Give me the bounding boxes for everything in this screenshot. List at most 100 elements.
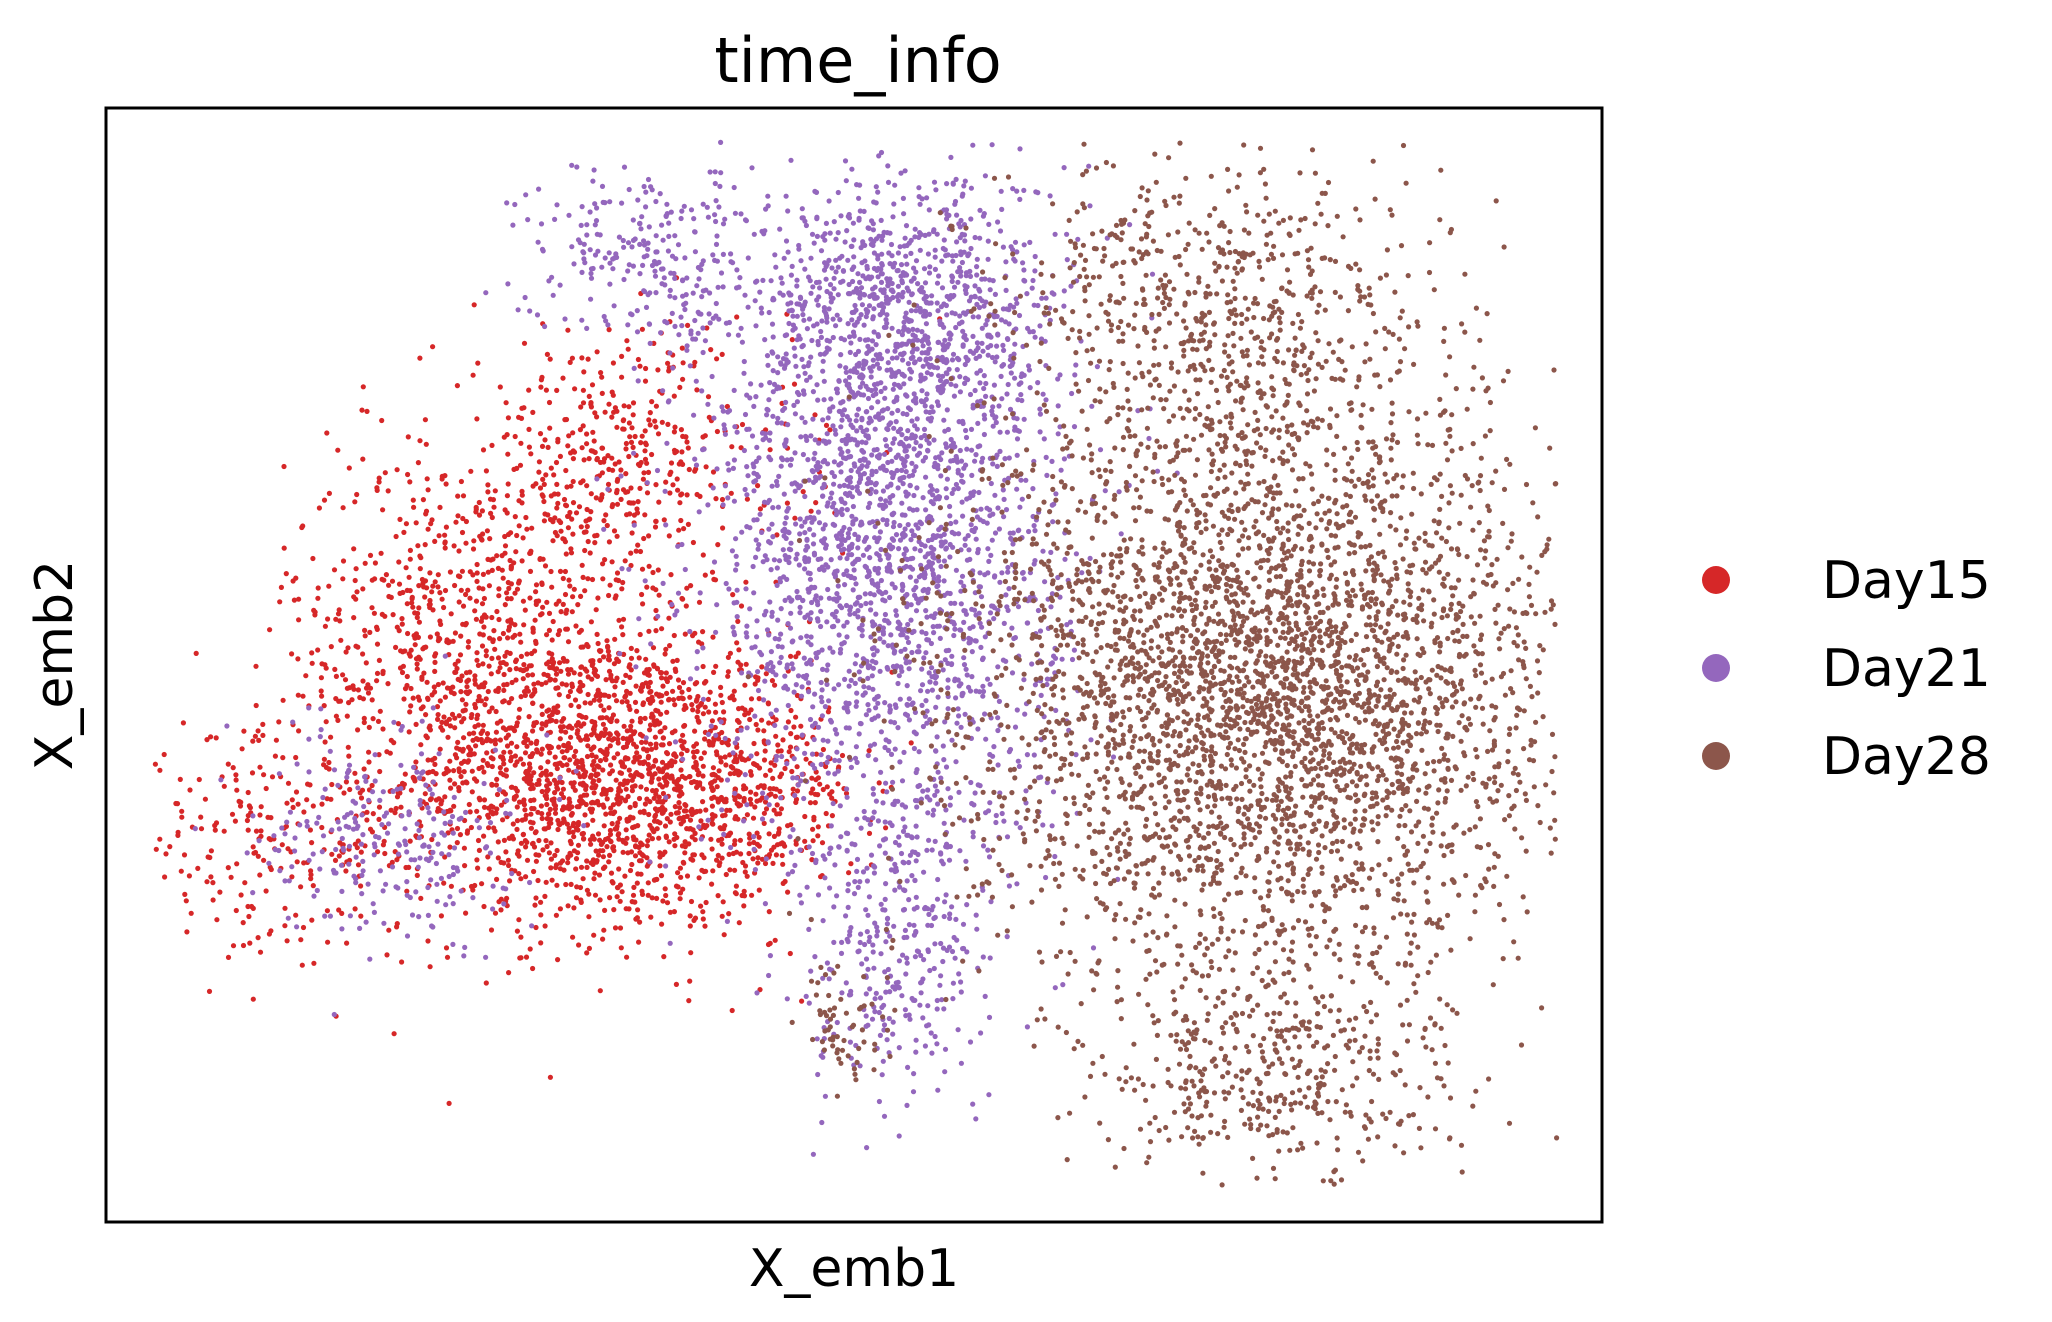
scatter-point <box>825 415 831 421</box>
scatter-point <box>596 777 602 784</box>
scatter-point <box>614 796 620 802</box>
scatter-point <box>607 582 613 588</box>
scatter-point <box>486 583 492 589</box>
scatter-point <box>560 786 567 792</box>
scatter-point <box>533 858 540 864</box>
scatter-point <box>573 856 580 862</box>
scatter-point <box>703 464 709 470</box>
scatter-point <box>887 707 893 713</box>
scatter-point <box>524 526 530 532</box>
scatter-point <box>926 670 932 676</box>
scatter-point <box>731 770 737 777</box>
scatter-point <box>954 720 960 726</box>
scatter-point <box>611 409 617 415</box>
scatter-point <box>597 848 603 854</box>
scatter-point <box>714 752 720 758</box>
scatter-point <box>179 814 185 820</box>
scatter-point <box>782 673 788 679</box>
scatter-point <box>597 988 603 994</box>
scatter-point <box>756 834 762 840</box>
scatter-point <box>659 921 665 927</box>
scatter-point <box>522 732 529 738</box>
scatter-point <box>760 277 766 283</box>
scatter-point <box>842 582 848 588</box>
scatter-point <box>737 837 744 843</box>
scatter-point <box>891 381 898 387</box>
scatter-point <box>784 457 790 463</box>
scatter-point <box>196 776 202 783</box>
scatter-point <box>516 917 522 923</box>
scatter-point <box>806 689 812 695</box>
scatter-point <box>573 722 580 729</box>
scatter-point <box>863 956 870 962</box>
scatter-point <box>807 526 813 532</box>
scatter-point <box>734 640 740 646</box>
scatter-point <box>771 833 778 840</box>
scatter-point <box>362 627 368 634</box>
scatter-point <box>587 774 594 780</box>
scatter-point <box>619 699 625 705</box>
scatter-point <box>774 842 781 848</box>
scatter-point <box>778 275 784 281</box>
scatter-point <box>452 781 458 787</box>
scatter-point <box>789 661 795 667</box>
scatter-point <box>682 839 688 845</box>
scatter-point <box>1037 411 1043 417</box>
scatter-point <box>797 516 803 522</box>
scatter-point <box>649 399 655 405</box>
scatter-point <box>850 587 856 593</box>
scatter-point <box>561 496 568 503</box>
scatter-point <box>822 536 828 542</box>
scatter-point <box>792 862 798 869</box>
scatter-point <box>670 482 676 488</box>
scatter-point <box>650 788 656 794</box>
scatter-point <box>359 407 365 413</box>
scatter-point <box>825 461 831 467</box>
scatter-point <box>385 681 391 687</box>
scatter-point <box>726 851 732 858</box>
scatter-point <box>607 852 613 859</box>
scatter-point <box>636 795 643 802</box>
scatter-point <box>609 414 615 420</box>
scatter-point <box>426 602 432 608</box>
scatter-point <box>304 797 310 803</box>
scatter-point <box>923 507 929 513</box>
scatter-point <box>907 376 913 382</box>
scatter-point <box>455 493 461 499</box>
scatter-point <box>427 634 433 640</box>
scatter-point <box>658 873 665 879</box>
scatter-point <box>794 764 800 770</box>
scatter-point <box>604 522 610 529</box>
scatter-point <box>694 767 700 773</box>
scatter-point <box>928 640 935 647</box>
scatter-point <box>558 519 564 526</box>
scatter-point <box>360 456 366 462</box>
scatter-point <box>533 719 540 726</box>
scatter-point <box>578 404 584 410</box>
scatter-point <box>930 572 937 579</box>
scatter-point <box>709 881 715 887</box>
scatter-point <box>584 858 590 864</box>
scatter-point <box>578 644 584 650</box>
scatter-point <box>719 739 725 746</box>
scatter-point <box>709 569 716 575</box>
scatter-point <box>821 457 828 464</box>
scatter-point <box>688 950 694 956</box>
scatter-point <box>837 446 843 452</box>
scatter-point <box>909 460 915 466</box>
scatter-point <box>948 436 954 443</box>
scatter-point <box>804 741 810 747</box>
scatter-point <box>774 565 780 571</box>
scatter-point <box>346 700 352 706</box>
scatter-point <box>957 374 963 380</box>
scatter-point <box>945 677 951 683</box>
scatter-point <box>709 373 715 380</box>
scatter-point <box>642 448 648 454</box>
scatter-point <box>539 711 545 718</box>
scatter-point <box>814 650 820 657</box>
scatter-point <box>632 801 638 807</box>
scatter-point <box>546 850 553 856</box>
scatter-point <box>351 546 357 552</box>
scatter-point <box>818 608 824 615</box>
scatter-points <box>152 139 1560 1188</box>
